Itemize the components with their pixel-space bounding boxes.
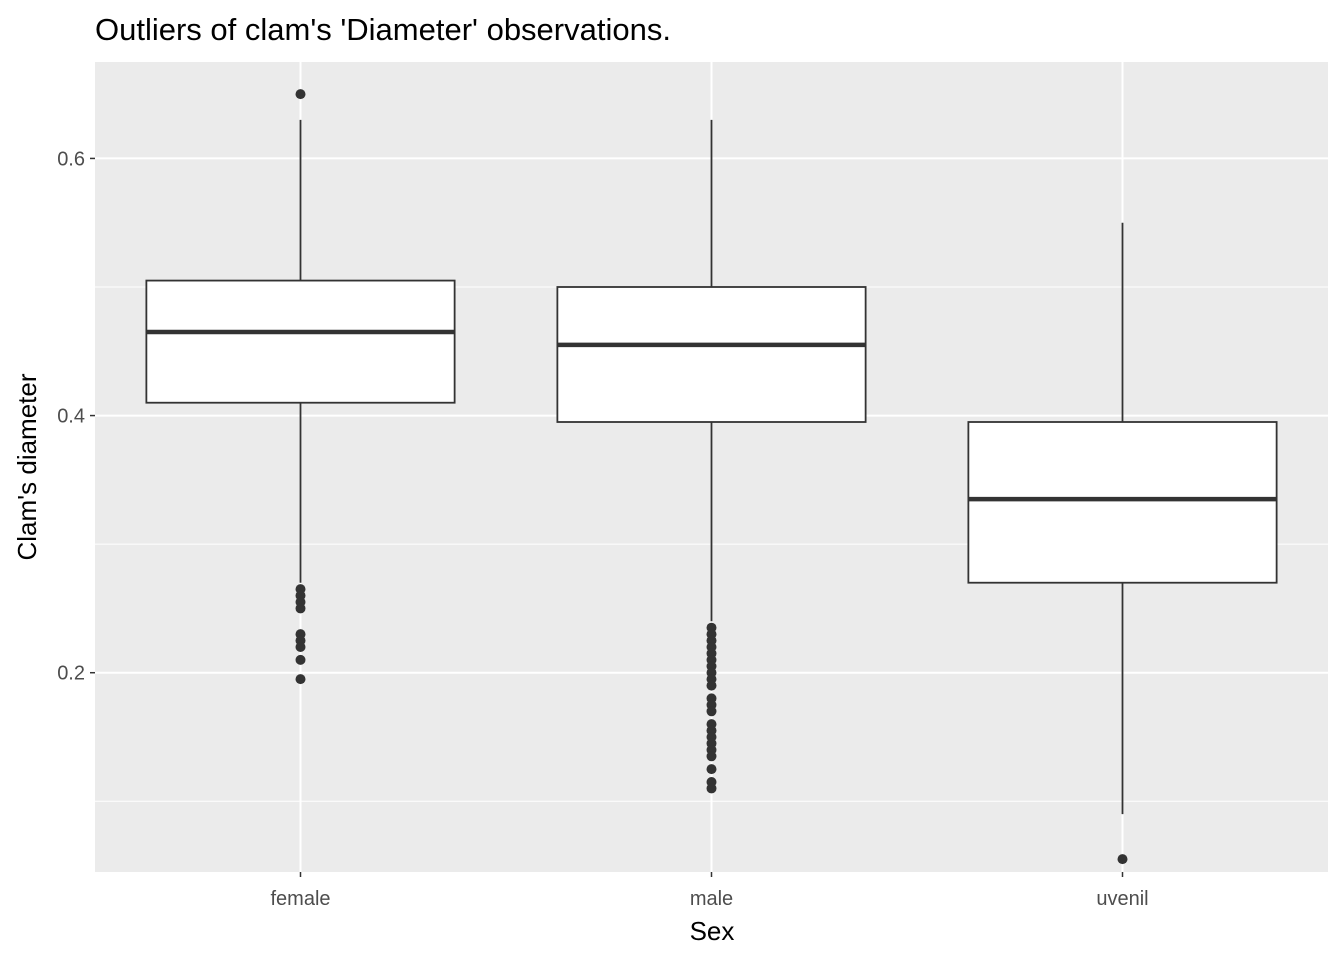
iqr-box — [967, 421, 1278, 584]
outlier-point — [295, 603, 306, 614]
iqr-box — [145, 279, 456, 404]
outlier-point — [1117, 854, 1128, 865]
x-tick-label: uvenil — [1096, 888, 1148, 910]
outlier-point — [295, 89, 306, 100]
outlier-point — [706, 680, 717, 691]
outlier-point — [706, 783, 717, 794]
boxes — [145, 89, 1278, 865]
outlier-point — [706, 751, 717, 762]
box-male — [556, 119, 867, 794]
axis-ticks: 0.2 0.4 0.6 female male uvenil — [57, 148, 1148, 910]
outlier-point — [706, 764, 717, 775]
y-tick-label: 0.4 — [57, 406, 85, 428]
y-tick-label: 0.2 — [57, 663, 85, 685]
outlier-point — [295, 642, 306, 652]
y-tick-label: 0.6 — [57, 148, 85, 170]
x-tick-label: male — [690, 888, 733, 910]
iqr-box — [556, 286, 867, 423]
outlier-point — [706, 706, 717, 717]
box-uvenil — [967, 222, 1278, 865]
chart-title: Outliers of clam's 'Diameter' observatio… — [95, 12, 671, 47]
box-female — [145, 89, 456, 685]
x-tick-label: female — [270, 888, 330, 910]
y-axis-title: Clam's diameter — [12, 373, 42, 560]
outlier-point — [295, 674, 306, 685]
x-axis-title: Sex — [690, 916, 735, 946]
outlier-point — [295, 654, 306, 665]
